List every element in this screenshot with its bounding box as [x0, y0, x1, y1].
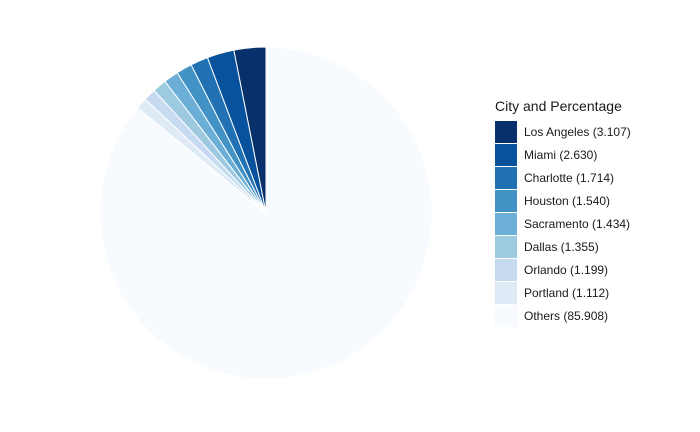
- legend-label: Sacramento (1.434): [524, 216, 631, 231]
- legend-swatch: [495, 212, 517, 235]
- legend-swatch: [495, 281, 517, 304]
- legend-label: Portland (1.112): [524, 285, 610, 300]
- legend-swatch: [495, 120, 517, 143]
- legend-item-sacramento: Sacramento (1.434): [495, 212, 631, 235]
- legend-items: Los Angeles (3.107) Miami (2.630) Charlott…: [495, 120, 631, 327]
- legend-label: Others (85.908): [524, 308, 609, 323]
- legend-item-miami: Miami (2.630): [495, 143, 631, 166]
- legend-item-others: Others (85.908): [495, 304, 631, 327]
- legend-swatch: [495, 143, 517, 166]
- legend-title: City and Percentage: [495, 98, 622, 114]
- legend-label: Dallas (1.355): [524, 239, 599, 254]
- legend-item-los-angeles: Los Angeles (3.107): [495, 120, 631, 143]
- legend-swatch: [495, 304, 517, 327]
- legend-swatch: [495, 166, 517, 189]
- legend-item-orlando: Orlando (1.199): [495, 258, 631, 281]
- legend-item-dallas: Dallas (1.355): [495, 235, 631, 258]
- legend-label: Houston (1.540): [524, 193, 611, 208]
- legend-item-portland: Portland (1.112): [495, 281, 631, 304]
- legend-swatch: [495, 235, 517, 258]
- legend-label: Los Angeles (3.107): [524, 124, 631, 139]
- pie-slice-others: [99, 46, 433, 380]
- legend: City and Percentage Los Angeles (3.107) M…: [495, 98, 631, 327]
- legend-label: Orlando (1.199): [524, 262, 609, 277]
- legend-item-houston: Houston (1.540): [495, 189, 631, 212]
- legend-swatch: [495, 189, 517, 212]
- legend-item-charlotte: Charlotte (1.714): [495, 166, 631, 189]
- legend-label: Miami (2.630): [524, 147, 598, 162]
- legend-label: Charlotte (1.714): [524, 170, 615, 185]
- legend-swatch: [495, 258, 517, 281]
